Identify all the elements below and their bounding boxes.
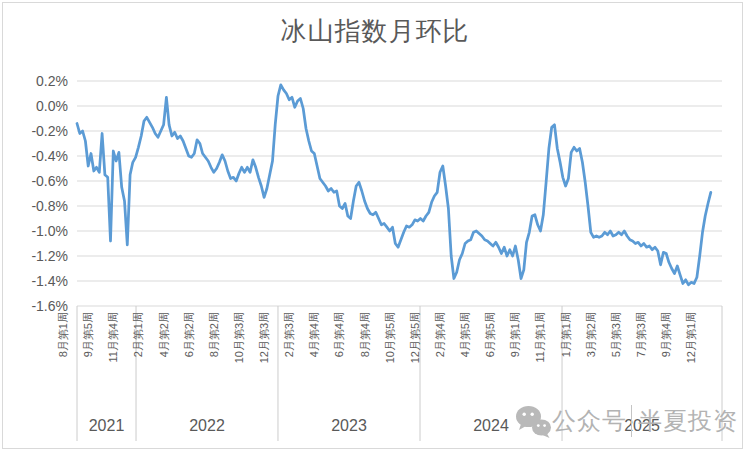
x-tick-label: 4月第5周 <box>458 312 472 407</box>
x-tick-label: 8月第4周 <box>358 312 372 407</box>
x-tick-label: 2月第1周 <box>131 312 145 407</box>
x-tick-label: 12月第1周 <box>684 312 698 407</box>
y-tick-label: -0.8% <box>0 198 68 214</box>
x-tick-label: 9月第5周 <box>81 312 95 407</box>
year-label: 2025 <box>624 417 660 435</box>
y-tick-label: -1.0% <box>0 223 68 239</box>
x-tick-label: 6月第2周 <box>182 312 196 407</box>
x-tick-label: 11月第4周 <box>106 312 120 407</box>
x-tick-label: 6月第5周 <box>483 312 497 407</box>
chart: 冰山指数月环比 0.2%0.0%-0.2%-0.4%-0.6%-0.8%-1.0… <box>0 0 745 451</box>
x-tick-label: 1月第1周 <box>559 312 573 407</box>
data-line <box>77 85 711 285</box>
x-tick-label: 2月第4周 <box>433 312 447 407</box>
x-tick-label: 8月第2周 <box>207 312 221 407</box>
y-tick-label: -1.4% <box>0 273 68 289</box>
y-tick-label: 0.2% <box>0 73 68 89</box>
y-tick-label: -0.6% <box>0 173 68 189</box>
x-tick-label: 9月第4周 <box>659 312 673 407</box>
y-tick-label: -1.2% <box>0 248 68 264</box>
x-tick-label: 5月第3周 <box>609 312 623 407</box>
x-tick-label: 4月第4周 <box>307 312 321 407</box>
x-tick-label: 11月第1周 <box>533 312 547 407</box>
y-tick-label: 0.0% <box>0 98 68 114</box>
x-tick-label: 10月第5周 <box>383 312 397 407</box>
x-tick-label: 8月第1周 <box>56 312 70 407</box>
x-tick-label: 9月第1周 <box>508 312 522 407</box>
year-label: 2024 <box>473 417 509 435</box>
y-tick-label: -0.4% <box>0 148 68 164</box>
x-tick-label: 2月第3周 <box>282 312 296 407</box>
x-tick-label: 10月第3周 <box>232 312 246 407</box>
x-tick-label: 4月第2周 <box>157 312 171 407</box>
x-tick-label: 6月第4周 <box>332 312 346 407</box>
year-label: 2022 <box>189 417 225 435</box>
x-tick-label: 12月第5周 <box>408 312 422 407</box>
x-tick-label: 12月第3周 <box>257 312 271 407</box>
x-tick-label: 7月第3周 <box>634 312 648 407</box>
year-label: 2023 <box>331 417 367 435</box>
year-label: 2021 <box>89 417 125 435</box>
x-tick-label: 3月第2周 <box>584 312 598 407</box>
y-tick-label: -0.2% <box>0 123 68 139</box>
